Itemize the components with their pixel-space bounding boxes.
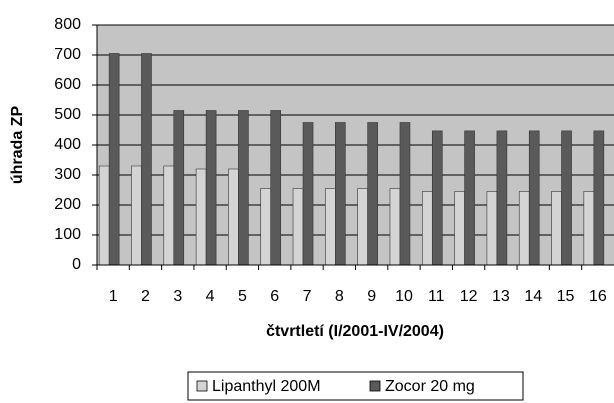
y-tick-label: 700 — [54, 46, 81, 63]
bar — [528, 130, 540, 266]
bar — [108, 53, 120, 266]
x-tick-label: 3 — [173, 288, 182, 305]
bar — [561, 130, 572, 266]
x-tick-label: 8 — [335, 288, 344, 305]
legend-label: Zocor 20 mg — [385, 378, 475, 395]
x-tick-label: 12 — [460, 288, 478, 305]
bar — [173, 110, 185, 266]
bar — [518, 191, 530, 266]
x-tick-label: 11 — [428, 288, 445, 305]
bar — [205, 110, 217, 266]
bar — [399, 122, 411, 266]
legend-swatch — [196, 380, 208, 392]
x-tick-label: 9 — [367, 288, 376, 305]
x-tick-label: 4 — [206, 288, 215, 305]
bar — [228, 168, 239, 266]
legend-label: Lipanthyl 200M — [212, 378, 321, 395]
bar — [389, 188, 401, 266]
y-axis-title: úhrada ZP — [9, 106, 26, 185]
x-tick-label: 14 — [524, 288, 542, 305]
bar — [163, 165, 175, 266]
x-tick-label: 7 — [303, 288, 312, 305]
bar — [325, 188, 336, 266]
bar — [454, 191, 465, 266]
y-tick-label: 300 — [54, 166, 81, 183]
x-tick-label: 6 — [270, 288, 279, 305]
y-tick-label: 600 — [54, 76, 81, 93]
bar — [486, 191, 498, 266]
bar — [421, 191, 433, 266]
bar — [141, 53, 152, 266]
x-tick-label: 10 — [395, 288, 413, 305]
bar — [551, 191, 562, 266]
bar — [464, 130, 475, 266]
bar — [357, 188, 368, 266]
legend-box — [187, 371, 524, 401]
bar — [367, 122, 378, 266]
y-tick-label: 800 — [54, 16, 81, 33]
bar — [335, 122, 346, 266]
bar — [260, 188, 272, 266]
x-tick-label: 5 — [238, 288, 247, 305]
y-tick-label: 400 — [54, 136, 81, 153]
bar — [431, 130, 443, 266]
bar — [593, 130, 605, 266]
y-tick-label: 0 — [72, 256, 81, 273]
x-tick-label: 13 — [492, 288, 510, 305]
x-tick-label: 16 — [589, 288, 607, 305]
bar — [131, 165, 142, 266]
y-tick-label: 100 — [54, 226, 81, 243]
bar — [270, 110, 282, 266]
bar — [583, 191, 595, 266]
bar — [292, 188, 304, 266]
bar — [302, 122, 314, 266]
x-axis-title: čtvrtletí (I/2001-IV/2004) — [266, 323, 444, 340]
bar — [496, 130, 508, 266]
y-tick-label: 500 — [54, 106, 81, 123]
legend-swatch — [369, 380, 381, 392]
bar — [195, 168, 207, 266]
x-tick-label: 15 — [557, 288, 575, 305]
x-tick-label: 2 — [141, 288, 150, 305]
y-tick-label: 200 — [54, 196, 81, 213]
bar — [98, 165, 110, 266]
x-tick-label: 1 — [109, 288, 118, 305]
bar — [238, 110, 249, 266]
